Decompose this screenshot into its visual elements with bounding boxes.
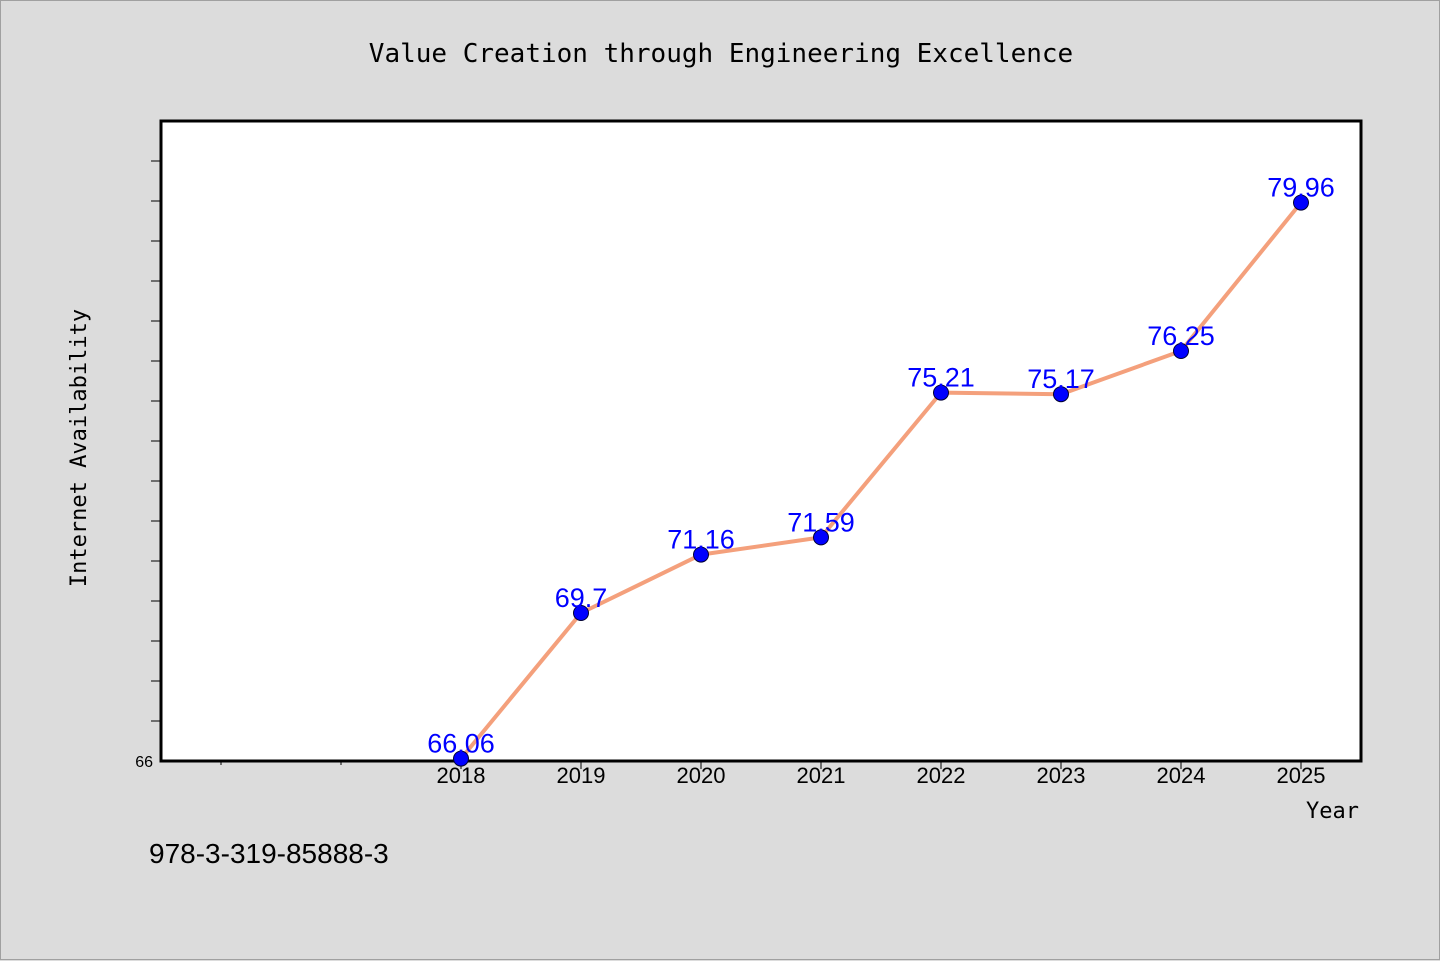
plot-area xyxy=(159,119,1363,763)
data-label: 69.7 xyxy=(555,583,608,613)
data-label: 71.59 xyxy=(787,507,855,537)
x-tick-labels: 2018 2019 2020 2021 2022 2023 2024 2025 xyxy=(437,763,1326,788)
series-line xyxy=(459,200,1303,761)
data-labels: 66.06 69.7 71.16 71.59 75.21 75.17 76.25 79.96 xyxy=(427,173,1335,759)
data-point xyxy=(453,750,469,767)
y-tick-label-min: 66 xyxy=(135,754,153,771)
data-point xyxy=(813,529,829,546)
data-point xyxy=(573,605,589,621)
x-tick-label: 2021 xyxy=(797,763,846,788)
data-label: 75.21 xyxy=(907,363,975,393)
x-tick-label: 2022 xyxy=(917,763,966,788)
isbn-text: 978-3-319-85888-3 xyxy=(149,838,389,869)
data-label: 71.16 xyxy=(667,525,735,555)
data-point xyxy=(933,384,949,401)
data-label: 79.96 xyxy=(1267,173,1335,203)
x-tick-label: 2025 xyxy=(1277,763,1326,788)
x-tick-label: 2020 xyxy=(677,763,726,788)
data-point xyxy=(1053,386,1069,403)
data-label: 75.17 xyxy=(1027,364,1095,394)
data-label: 66.06 xyxy=(427,729,495,759)
x-tick-label: 2023 xyxy=(1037,763,1086,788)
y-axis-label: Internet Availability xyxy=(67,309,92,587)
data-point xyxy=(1173,343,1189,359)
x-tick-label: 2018 xyxy=(437,763,486,788)
data-label: 76.25 xyxy=(1147,321,1215,351)
x-tick-label: 2024 xyxy=(1157,763,1206,788)
chart-title: Value Creation through Engineering Excel… xyxy=(369,39,1073,69)
y-axis-ticks xyxy=(151,160,161,722)
x-axis-label: Year xyxy=(1306,799,1359,824)
x-tick-label: 2019 xyxy=(557,763,606,788)
data-markers xyxy=(453,194,1309,767)
data-point xyxy=(693,546,709,563)
data-point xyxy=(1293,194,1309,211)
